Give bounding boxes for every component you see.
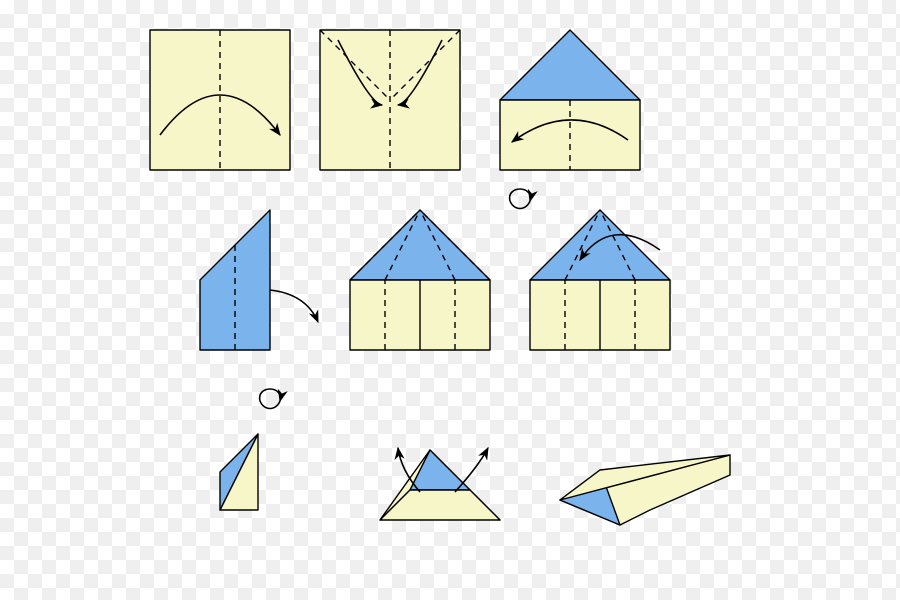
paper-face [350,210,490,280]
paper-face [500,30,640,100]
fold-arrow [455,448,488,492]
turn-over-icon [260,389,281,401]
turn-over-icon [510,201,530,209]
origami-diagram [0,0,900,600]
turn-over-icon [260,401,280,409]
paper-face [530,210,670,280]
fold-arrow [270,290,318,322]
turn-over-icon [510,189,531,201]
